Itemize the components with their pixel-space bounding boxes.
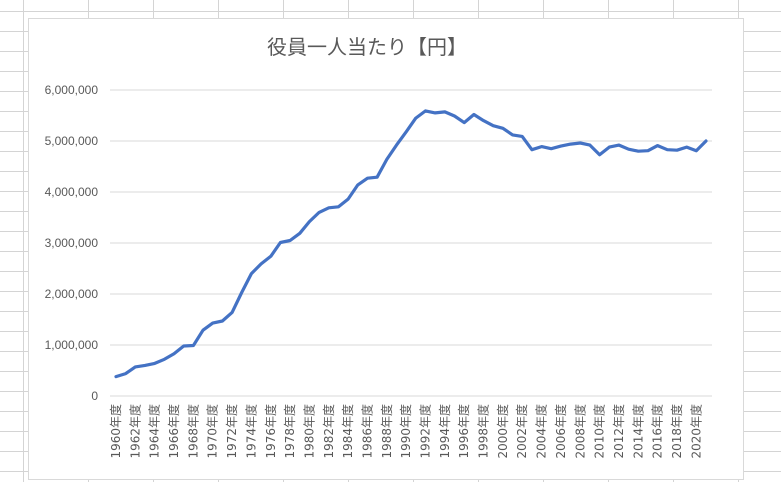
chart-area[interactable] [28, 18, 744, 480]
x-tick-label: 2004年度 [534, 404, 549, 459]
y-tick-label: 0 [91, 389, 98, 403]
x-tick-label: 1986年度 [359, 404, 374, 459]
x-axis-ticks: 1960年度 1962年度 1964年度 1966年度 1968年度 1970年度 1972… [108, 404, 703, 459]
x-tick-label: 1966年度 [166, 404, 181, 459]
y-tick-label: 3,000,000 [45, 236, 99, 250]
y-axis-ticks: 0 1,000,000 2,000,000 3,000,000 4,000,000 5,0… [45, 83, 99, 403]
chart-title: 役員一人当たり【円】 [267, 35, 467, 59]
x-tick-label: 1962年度 [127, 404, 142, 459]
x-tick-label: 1970年度 [205, 404, 220, 459]
x-tick-label: 1982年度 [321, 404, 336, 459]
x-tick-label: 2006年度 [553, 404, 568, 459]
x-tick-label: 1974年度 [243, 404, 258, 459]
x-tick-label: 2020年度 [688, 404, 703, 459]
x-tick-label: 1978年度 [282, 404, 297, 459]
x-tick-label: 1976年度 [263, 404, 278, 459]
x-tick-label: 1994年度 [437, 404, 452, 459]
series-line-group [114, 109, 708, 379]
x-tick-label: 1996年度 [456, 404, 471, 459]
x-tick-label: 2010年度 [592, 404, 607, 459]
x-tick-label: 2008年度 [572, 404, 587, 459]
x-tick-label: 1980年度 [301, 404, 316, 459]
gridlines [110, 89, 712, 397]
x-tick-label: 1984年度 [340, 404, 355, 459]
x-tick-label: 1964年度 [147, 404, 162, 459]
y-tick-label: 4,000,000 [45, 185, 99, 199]
y-tick-label: 5,000,000 [45, 134, 99, 148]
x-tick-label: 2000年度 [495, 404, 510, 459]
x-tick-label: 1972年度 [224, 404, 239, 459]
y-tick-label: 1,000,000 [45, 338, 99, 352]
x-tick-label: 1988年度 [379, 404, 394, 459]
x-tick-label: 1960年度 [108, 404, 123, 459]
x-tick-label: 2012年度 [611, 404, 626, 459]
x-tick-label: 2016年度 [650, 404, 665, 459]
x-tick-label: 1998年度 [476, 404, 491, 459]
x-tick-label: 2018年度 [669, 404, 684, 459]
y-tick-label: 6,000,000 [45, 83, 99, 97]
series-line[interactable] [114, 109, 708, 379]
x-tick-label: 2002年度 [514, 404, 529, 459]
x-tick-label: 1992年度 [418, 404, 433, 459]
x-tick-label: 1968年度 [185, 404, 200, 459]
x-tick-label: 2014年度 [630, 404, 645, 459]
y-tick-label: 2,000,000 [45, 287, 99, 301]
x-tick-label: 1990年度 [398, 404, 413, 459]
